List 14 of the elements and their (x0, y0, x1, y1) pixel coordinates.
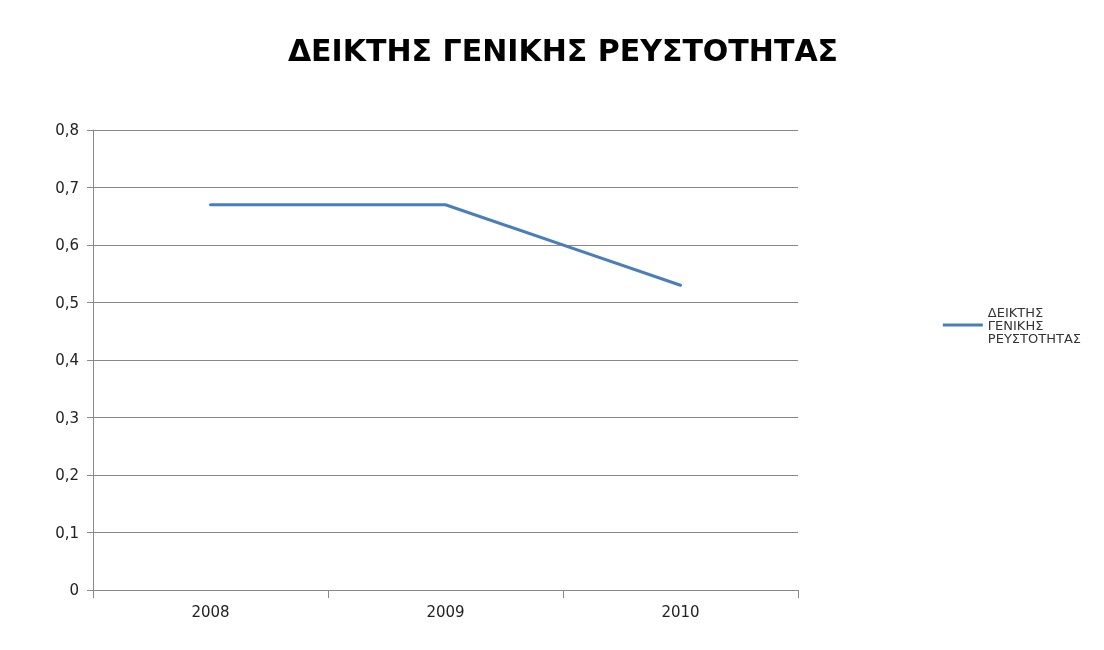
y-tick-label: 0,3 (55, 408, 79, 427)
y-tick-label: 0,2 (55, 466, 79, 484)
chart-title: ΔΕΙΚΤΗΣ ΓΕΝΙΚΗΣ ΡΕΥΣΤΟΤΗΤΑΣ (287, 32, 839, 68)
y-tick-label: 0 (69, 581, 79, 599)
y-tick-label: 0,7 (55, 178, 79, 197)
y-tick-label: 0,8 (55, 121, 79, 139)
y-tick-label: 0,1 (55, 523, 79, 542)
y-tick-label: 0,4 (55, 351, 79, 369)
x-tick-label: 2010 (661, 602, 700, 621)
x-tick-label: 2008 (191, 602, 230, 621)
legend-label: ΔΕΙΚΤΗΣ ΓΕΝΙΚΗΣ ΡΕΥΣΤΟΤΗΤΑΣ (987, 304, 1082, 346)
x-tick-label: 2009 (426, 602, 465, 621)
y-tick-label: 0,5 (55, 293, 79, 312)
y-tick-label: 0,6 (55, 236, 79, 254)
